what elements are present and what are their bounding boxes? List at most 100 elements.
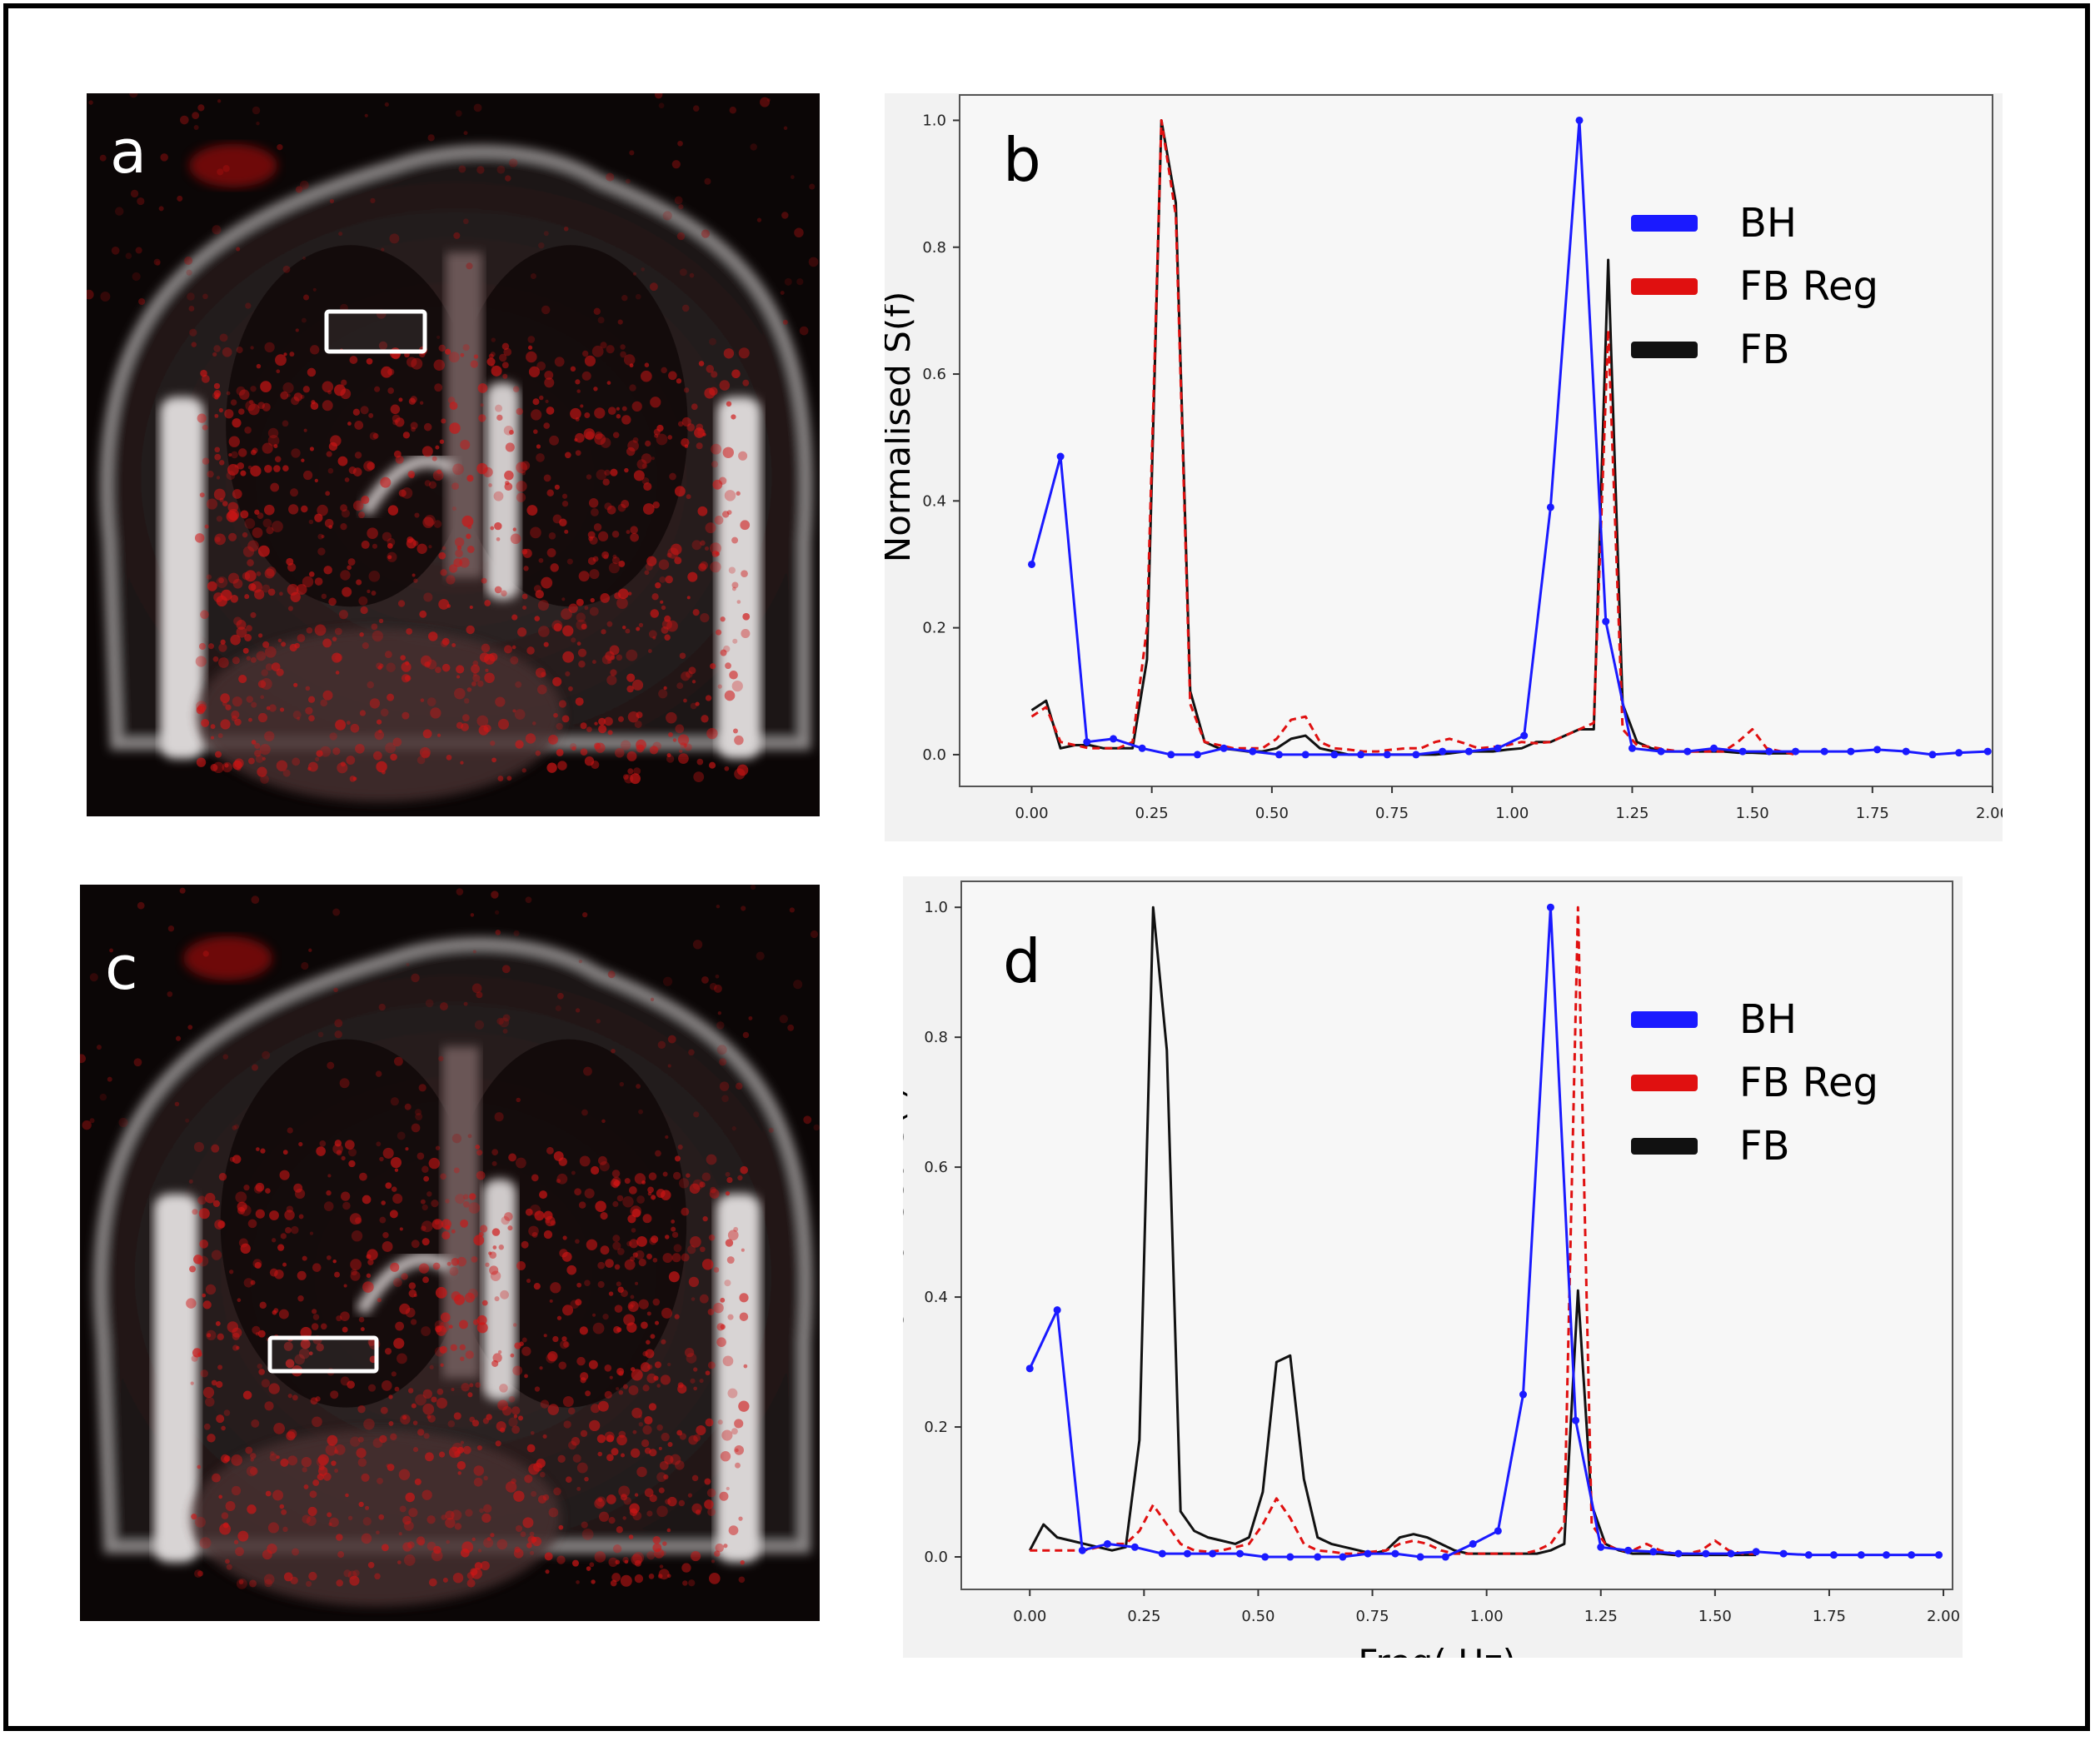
bh-data-point [1339,1553,1347,1561]
red-speckle [446,1261,451,1266]
red-speckle [538,626,550,637]
red-speckle [216,1414,225,1424]
bh-data-point [1575,116,1584,124]
red-speckle [733,728,738,734]
red-speckle [546,762,557,773]
red-speckle [650,609,660,618]
red-speckle [676,378,682,384]
red-speckle [429,1364,434,1369]
red-speckle [186,269,192,276]
red-speckle [539,1471,546,1478]
red-speckle [641,453,652,464]
red-speckle [473,1465,484,1476]
red-speckle [594,407,606,419]
red-speckle [505,442,515,452]
red-speckle [692,609,700,616]
red-speckle [418,1263,430,1274]
red-speckle [768,1127,774,1133]
x-axis-label: Freq( Hz) [1358,1642,1516,1658]
red-speckle [740,1165,748,1175]
red-speckle [250,611,257,618]
red-speckle [277,1244,285,1251]
red-speckle [624,467,629,473]
red-speckle [421,446,433,457]
red-speckle [587,531,596,539]
y-tick-label: 1.0 [922,112,946,129]
red-speckle [534,616,541,621]
red-speckle [760,97,771,107]
red-speckle [485,1262,490,1267]
red-speckle [625,178,631,184]
red-speckle [628,1384,639,1395]
bh-data-point [1083,738,1091,746]
red-speckle [440,1363,444,1367]
red-speckle [456,665,465,674]
red-speckle [260,678,272,690]
red-speckle [550,1282,561,1294]
red-speckle [388,1394,393,1399]
red-speckle [707,1361,716,1369]
red-speckle [266,706,271,711]
red-speckle [463,1001,468,1006]
red-speckle [314,513,323,522]
red-speckle [200,610,209,620]
red-speckle [203,1423,211,1430]
red-speckle [228,436,240,447]
red-speckle [630,1256,636,1262]
red-speckle [251,701,257,708]
red-speckle [580,404,584,408]
red-speckle [438,1055,444,1062]
red-speckle [706,365,715,373]
red-speckle [206,574,212,580]
red-speckle [724,690,736,701]
red-speckle [515,1524,523,1533]
red-speckle [750,143,757,151]
red-speckle [308,1571,317,1581]
red-speckle [302,1514,311,1524]
red-speckle [553,1150,564,1161]
bh-data-point [1572,1416,1580,1424]
red-speckle [367,589,371,594]
red-speckle [490,1270,501,1281]
red-speckle [590,597,595,603]
red-speckle [292,757,301,766]
red-speckle [543,474,551,482]
red-speckle [556,1178,561,1184]
red-speckle [445,1199,450,1204]
red-speckle [215,536,221,542]
red-speckle [387,693,395,701]
red-speckle [556,1555,566,1564]
red-speckle [425,999,434,1008]
red-speckle [627,711,640,723]
red-speckle [214,453,222,461]
red-speckle [282,1150,288,1155]
red-speckle [513,930,520,936]
red-speckle [651,593,659,601]
red-speckle [364,113,368,117]
red-speckle [410,422,418,430]
red-speckle [536,361,546,371]
red-speckle [668,371,677,381]
red-speckle [305,706,313,715]
red-speckle [213,488,226,501]
red-speckle [398,1469,411,1480]
red-speckle [207,581,217,591]
red-speckle [207,470,214,478]
red-speckle [218,577,224,584]
red-speckle [671,1231,679,1239]
bh-data-point [1624,1546,1633,1554]
red-speckle [367,1249,378,1260]
red-speckle [652,1543,662,1553]
red-speckle [669,472,676,481]
x-tick-label: 0.00 [1015,805,1048,822]
bh-data-point [1056,452,1065,461]
red-speckle [576,1486,581,1491]
y-axis-label: Normalised S(f) [903,1085,911,1357]
red-speckle [642,1424,652,1435]
red-speckle [716,904,721,909]
red-speckle [479,1508,484,1514]
bh-data-point [1709,744,1718,752]
red-speckle [581,1529,594,1540]
red-speckle [612,432,620,439]
red-speckle [616,407,620,411]
